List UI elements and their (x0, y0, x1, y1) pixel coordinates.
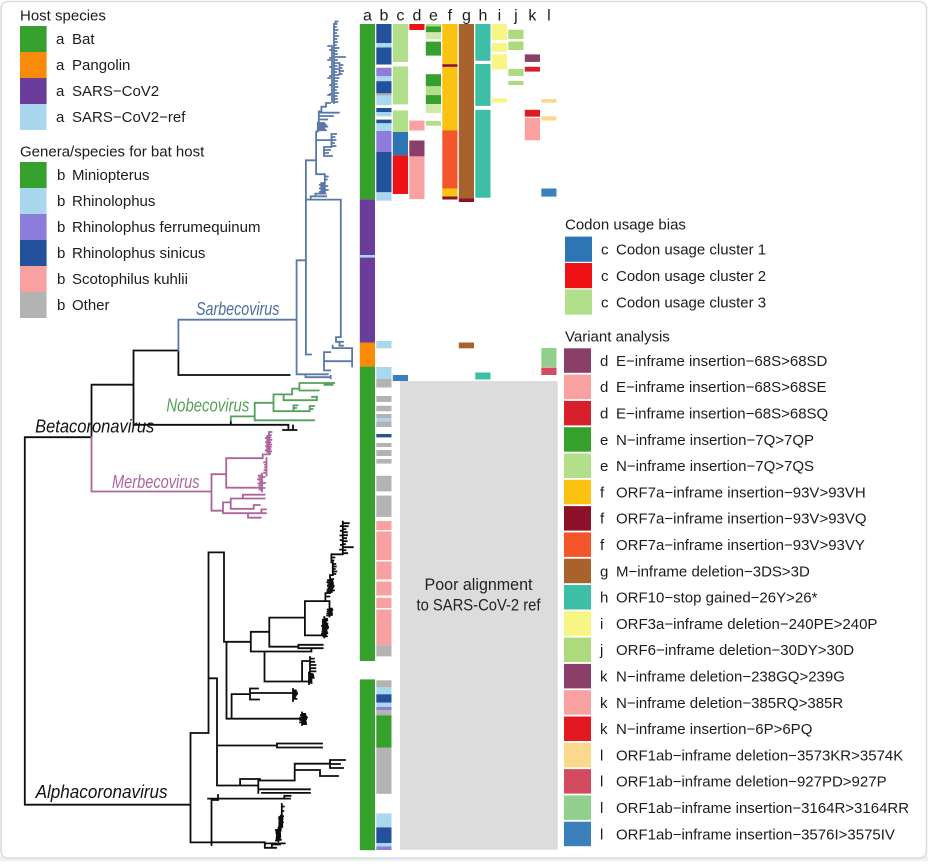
svg-text:Scotophilus kuhlii: Scotophilus kuhlii (72, 271, 188, 288)
svg-text:M−inframe deletion−3DS>3D: M−inframe deletion−3DS>3D (616, 563, 810, 580)
svg-text:b: b (379, 8, 388, 25)
svg-text:ORF6−inframe deletion−30DY>30D: ORF6−inframe deletion−30DY>30D (616, 642, 854, 659)
svg-text:N−inframe deletion−238GQ>239G: N−inframe deletion−238GQ>239G (616, 669, 845, 686)
svg-text:Host species: Host species (20, 8, 106, 25)
svg-text:j: j (513, 8, 518, 25)
svg-text:ORF1ab−inframe deletion−927PD>: ORF1ab−inframe deletion−927PD>927P (616, 774, 887, 791)
svg-text:N−inframe insertion−6P>6PQ: N−inframe insertion−6P>6PQ (616, 721, 812, 738)
svg-text:l: l (600, 800, 603, 817)
svg-text:b: b (57, 193, 65, 210)
svg-text:Codon usage bias: Codon usage bias (565, 217, 686, 234)
svg-text:c: c (601, 242, 609, 259)
svg-text:f: f (600, 484, 605, 501)
svg-text:b: b (57, 271, 65, 288)
svg-text:Other: Other (72, 297, 110, 314)
svg-text:ORF7a−inframe insertion−93V>93: ORF7a−inframe insertion−93V>93VY (616, 537, 865, 554)
svg-text:i: i (498, 8, 502, 25)
svg-text:ORF7a−inframe insertion−93V>93: ORF7a−inframe insertion−93V>93VH (616, 484, 866, 501)
svg-text:f: f (600, 511, 605, 528)
svg-text:c: c (601, 295, 609, 312)
svg-text:g: g (600, 563, 608, 580)
svg-text:g: g (462, 8, 471, 25)
svg-text:E−inframe insertion−68S>68SE: E−inframe insertion−68S>68SE (616, 379, 827, 396)
svg-text:E−inframe insertion−68S>68SD: E−inframe insertion−68S>68SD (616, 353, 828, 370)
svg-text:Alphacoronavirus: Alphacoronavirus (35, 782, 168, 802)
svg-text:e: e (600, 432, 608, 449)
svg-text:ORF1ab−inframe insertion−3164R: ORF1ab−inframe insertion−3164R>3164RR (616, 800, 909, 817)
svg-text:j: j (599, 642, 603, 659)
svg-text:N−inframe deletion−385RQ>385R: N−inframe deletion−385RQ>385R (616, 695, 843, 712)
svg-text:Bat: Bat (72, 31, 95, 48)
svg-text:d: d (600, 353, 608, 370)
svg-text:a: a (56, 31, 65, 48)
svg-text:ORF7a−inframe insertion−93V>93: ORF7a−inframe insertion−93V>93VQ (616, 511, 867, 528)
svg-text:b: b (57, 245, 65, 262)
svg-text:Genera/species for bat host: Genera/species for bat host (20, 144, 205, 161)
svg-text:d: d (600, 379, 608, 396)
svg-text:k: k (528, 8, 537, 25)
svg-text:b: b (57, 219, 65, 236)
svg-text:Poor alignment: Poor alignment (425, 575, 533, 594)
svg-text:Pangolin: Pangolin (72, 57, 130, 74)
svg-text:Rhinolophus sinicus: Rhinolophus sinicus (72, 245, 205, 262)
svg-text:ORF1ab−inframe insertion−3576I: ORF1ab−inframe insertion−3576I>3575IV (616, 826, 895, 843)
svg-text:Nobecovirus: Nobecovirus (166, 396, 249, 416)
svg-text:Betacoronavirus: Betacoronavirus (35, 417, 154, 437)
svg-text:i: i (600, 616, 603, 633)
svg-text:b: b (57, 167, 65, 184)
svg-text:l: l (600, 826, 603, 843)
svg-text:Sarbecovirus: Sarbecovirus (196, 299, 279, 319)
svg-text:Codon usage cluster 3: Codon usage cluster 3 (616, 295, 766, 312)
svg-text:b: b (57, 297, 65, 314)
svg-text:a: a (56, 109, 65, 126)
svg-text:N−inframe insertion−7Q>7QS: N−inframe insertion−7Q>7QS (616, 458, 814, 475)
svg-text:d: d (600, 406, 608, 423)
svg-text:to SARS-CoV-2 ref: to SARS-CoV-2 ref (417, 596, 541, 615)
svg-text:e: e (600, 458, 608, 475)
svg-text:f: f (600, 537, 605, 554)
svg-text:Variant analysis: Variant analysis (565, 329, 670, 346)
svg-text:k: k (600, 721, 608, 738)
svg-text:c: c (601, 268, 609, 285)
svg-text:k: k (600, 695, 608, 712)
svg-text:Merbecovirus: Merbecovirus (112, 472, 200, 492)
svg-text:a: a (363, 8, 372, 25)
svg-text:Miniopterus: Miniopterus (72, 167, 150, 184)
svg-text:a: a (56, 83, 65, 100)
svg-text:l: l (600, 774, 603, 791)
svg-text:Codon usage cluster 1: Codon usage cluster 1 (616, 242, 766, 259)
svg-text:a: a (56, 57, 65, 74)
svg-text:ORF10−stop gained−26Y>26*: ORF10−stop gained−26Y>26* (616, 590, 818, 607)
svg-text:SARS−CoV2−ref: SARS−CoV2−ref (72, 109, 186, 126)
svg-text:N−inframe insertion−7Q>7QP: N−inframe insertion−7Q>7QP (616, 432, 814, 449)
svg-text:e: e (429, 8, 438, 25)
svg-text:Rhinolophus ferrumequinum: Rhinolophus ferrumequinum (72, 219, 260, 236)
svg-text:SARS−CoV2: SARS−CoV2 (72, 83, 159, 100)
svg-text:c: c (396, 8, 404, 25)
svg-text:ORF1ab−inframe deletion−3573KR: ORF1ab−inframe deletion−3573KR>3574K (616, 747, 903, 764)
svg-text:d: d (412, 8, 421, 25)
svg-text:l: l (547, 8, 551, 25)
svg-text:l: l (600, 747, 603, 764)
svg-text:k: k (600, 669, 608, 686)
svg-text:ORF3a−inframe deletion−240PE>2: ORF3a−inframe deletion−240PE>240P (616, 616, 877, 633)
svg-text:Codon usage cluster 2: Codon usage cluster 2 (616, 268, 766, 285)
svg-text:h: h (600, 590, 608, 607)
svg-text:E−inframe insertion−68S>68SQ: E−inframe insertion−68S>68SQ (616, 406, 828, 423)
svg-text:Rhinolophus: Rhinolophus (72, 193, 155, 210)
svg-text:f: f (448, 8, 453, 25)
svg-text:h: h (478, 8, 487, 25)
